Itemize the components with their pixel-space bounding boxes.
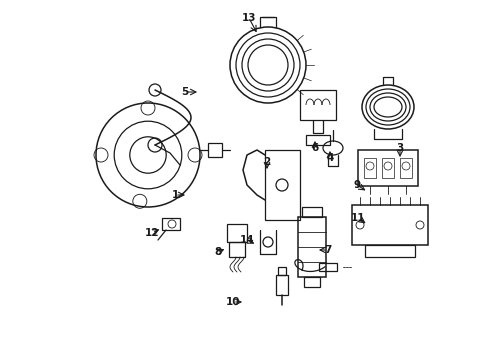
Text: 8: 8	[215, 247, 221, 257]
Text: 5: 5	[181, 87, 189, 97]
Text: 11: 11	[351, 213, 365, 223]
Text: 1: 1	[172, 190, 179, 200]
Text: 6: 6	[311, 143, 318, 153]
Text: 4: 4	[326, 153, 334, 163]
Text: 13: 13	[242, 13, 256, 23]
Text: 10: 10	[226, 297, 240, 307]
Text: 7: 7	[324, 245, 332, 255]
Text: 2: 2	[264, 157, 270, 167]
Text: 3: 3	[396, 143, 404, 153]
Text: 14: 14	[240, 235, 254, 245]
Text: 12: 12	[145, 228, 159, 238]
Text: 9: 9	[353, 180, 361, 190]
